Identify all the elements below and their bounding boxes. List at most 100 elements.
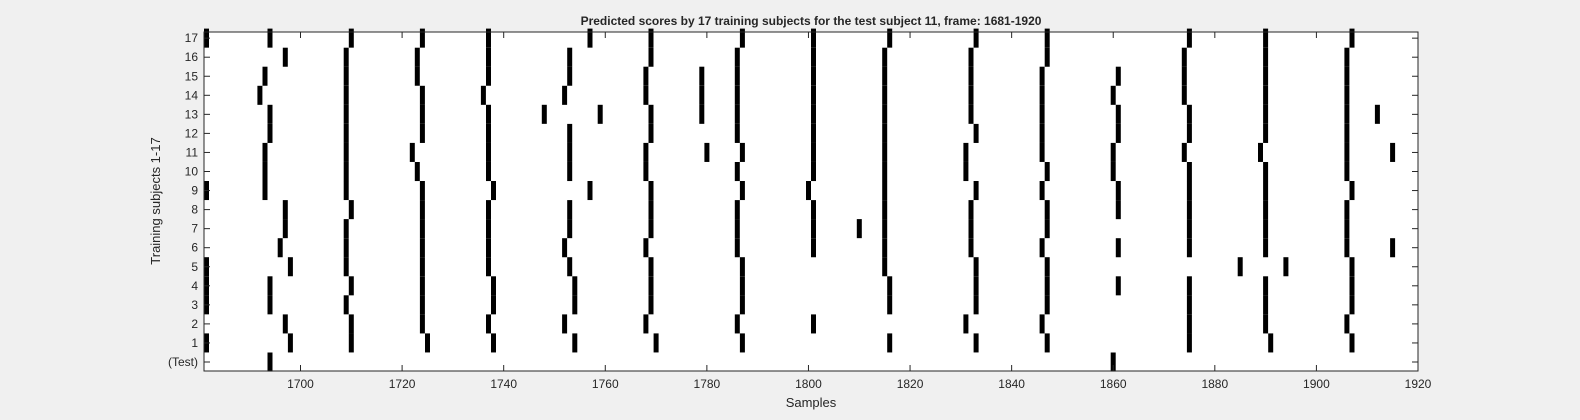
raster-mark [882,181,888,201]
raster-mark [739,295,745,315]
raster-mark [734,66,740,86]
raster-mark [282,47,288,67]
raster-mark [648,257,654,277]
x-tick-label: 1900 [1303,377,1330,391]
y-tick-label: 13 [185,107,199,121]
raster-mark [343,142,349,162]
raster-mark [1344,238,1350,258]
raster-mark [262,181,268,201]
raster-mark [343,123,349,143]
raster-mark [973,295,979,315]
raster-mark [343,295,349,315]
raster-mark [963,162,969,182]
y-tick-label: 4 [191,279,198,293]
raster-mark [1115,66,1121,86]
raster-mark [1039,181,1045,201]
raster-mark [343,238,349,258]
raster-mark [287,333,293,353]
raster-mark [882,66,888,86]
raster-mark [1390,142,1396,162]
raster-mark [739,28,745,48]
raster-mark [343,162,349,182]
y-tick-label: 2 [191,317,198,331]
raster-mark [348,28,354,48]
raster-mark [1349,276,1355,296]
raster-mark [491,276,496,296]
raster-mark [1181,47,1187,67]
raster-mark [648,123,654,143]
raster-mark [973,333,979,353]
raster-mark [811,28,816,48]
raster-mark [1283,257,1289,277]
raster-mark [1349,333,1355,353]
raster-mark [486,28,491,48]
raster-mark [887,295,893,315]
raster-mark [1390,238,1396,258]
x-tick-label: 1720 [389,377,416,391]
raster-mark [973,181,979,201]
raster-mark [343,181,349,201]
raster-mark [1115,181,1121,201]
raster-mark [348,276,354,296]
raster-mark [1115,104,1121,124]
raster-mark [1263,314,1269,334]
raster-mark [811,219,816,239]
raster-mark [572,295,578,315]
raster-mark [1263,276,1269,296]
raster-mark [486,200,491,220]
raster-mark [734,219,740,239]
y-tick-label: 3 [191,298,198,312]
raster-mark [811,142,816,162]
raster-mark [1110,352,1116,372]
raster-mark [282,219,288,239]
raster-mark [882,257,888,277]
x-axis: 1700 1720 1740 1760 1780 1800 1820 1840 1860 1880… [287,32,1432,391]
raster-mark [1044,257,1050,277]
raster-mark [734,238,740,258]
raster-mark [414,66,420,86]
raster-mark [1039,314,1045,334]
raster-mark [414,162,420,182]
raster-mark [1186,295,1192,315]
raster-mark [1039,66,1045,86]
raster-mark [882,47,888,67]
raster-mark [1115,276,1121,296]
raster-mark [419,104,425,124]
raster-mark [811,47,816,67]
raster-mark [1186,104,1192,124]
raster-mark [699,66,705,86]
raster-mark [567,142,573,162]
raster-mark [882,142,888,162]
raster-mark [1039,142,1045,162]
raster-mark [409,142,415,162]
raster-mark [486,314,491,334]
raster-mark [419,238,425,258]
raster-mark [1344,66,1350,86]
raster-mark [734,123,740,143]
raster-mark [882,162,888,182]
raster-mark [739,276,745,296]
raster-mark [643,162,649,182]
raster-mark [343,104,349,124]
raster-mark [968,85,974,105]
y-tick-label: 11 [186,145,199,159]
raster-mark [486,123,491,143]
raster-mark [419,219,425,239]
raster-mark [963,142,969,162]
raster-mark [419,295,425,315]
y-tick-label: 8 [191,203,198,217]
raster-mark [887,276,893,296]
raster-mark [734,200,740,220]
raster-mark [648,295,654,315]
raster-mark [1186,238,1192,258]
raster-mark [1110,142,1116,162]
raster-mark [1344,314,1350,334]
raster-mark [486,257,491,277]
y-tick-label: 6 [191,241,198,255]
y-tick-label: 16 [185,50,199,64]
raster-mark [419,257,425,277]
raster-mark [262,66,268,86]
raster-mark [1044,47,1050,67]
